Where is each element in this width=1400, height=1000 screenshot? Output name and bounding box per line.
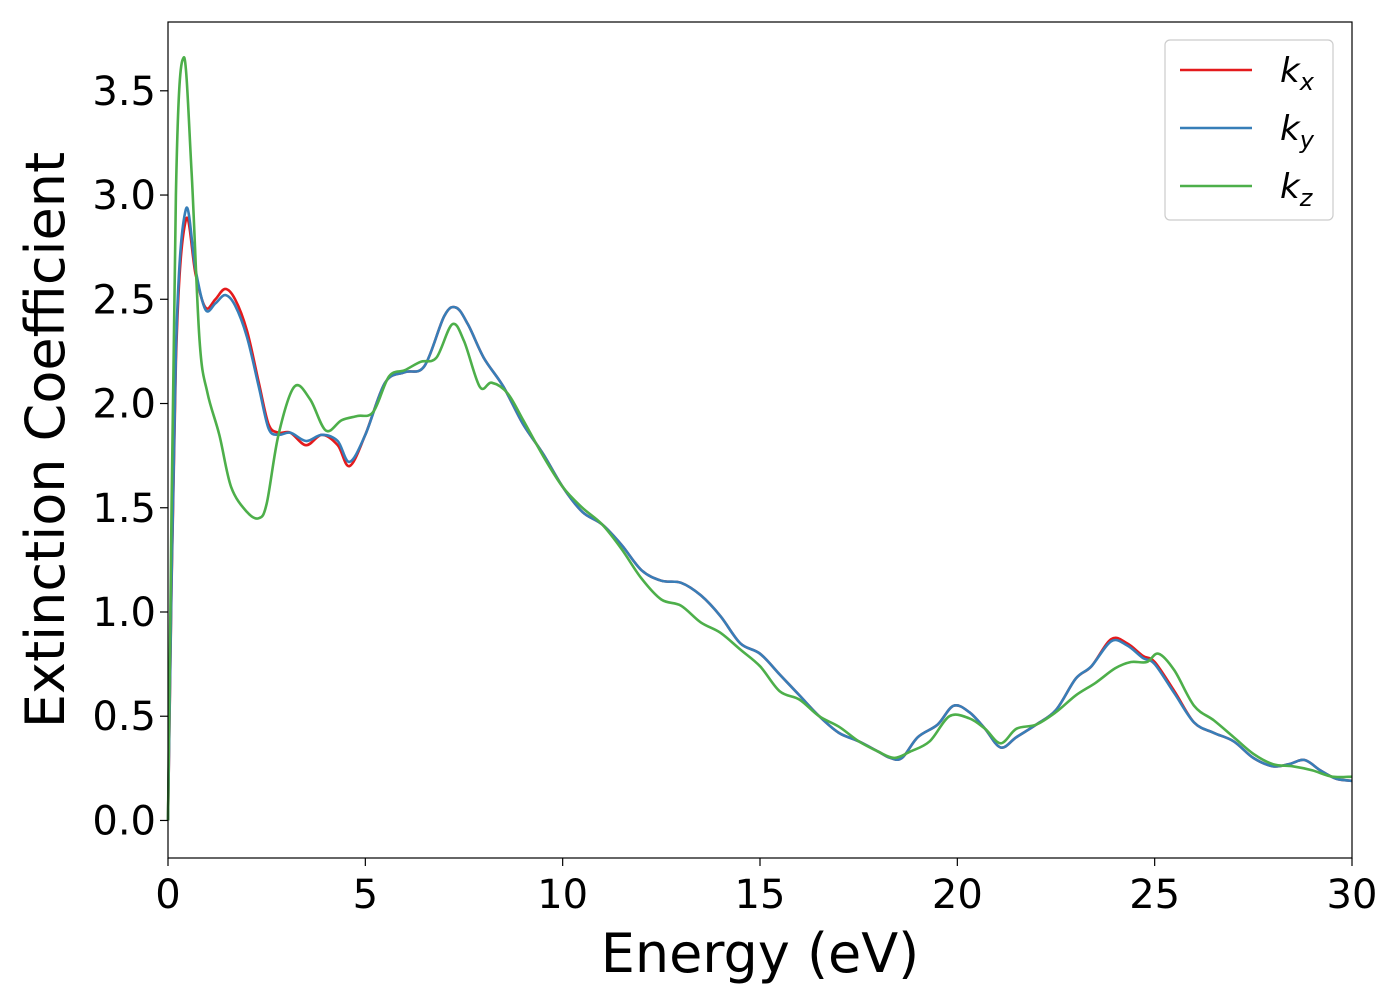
legend-box: [1164, 39, 1334, 221]
x-tick-label: 20: [932, 872, 983, 918]
x-axis-label: Energy (eV): [601, 922, 920, 985]
series-line-kz: [166, 56, 1353, 821]
x-tick-label: 25: [1129, 872, 1180, 918]
y-tick-label: 2.0: [92, 382, 156, 428]
x-tick-label: 5: [353, 872, 378, 918]
x-axis: 0 5 10 15 20 25 30: [155, 858, 1377, 918]
plot-curves: [166, 56, 1353, 821]
y-tick-label: 1.5: [92, 486, 156, 532]
y-tick-label: 2.5: [92, 277, 156, 323]
x-tick-label: 30: [1327, 872, 1378, 918]
y-axis-label: Extinction Coefficient: [14, 152, 77, 728]
y-axis: 0.0 0.5 1.0 1.5 2.0 2.5 3.0 3.5: [92, 69, 168, 844]
y-tick-label: 3.5: [92, 69, 156, 115]
x-tick-label: 15: [735, 872, 786, 918]
y-tick-label: 3.0: [92, 173, 156, 219]
y-tick-label: 0.0: [92, 798, 156, 844]
y-tick-label: 0.5: [92, 694, 156, 740]
series-line-kx: [166, 216, 1353, 821]
x-tick-label: 0: [155, 872, 180, 918]
series-line-ky: [166, 206, 1353, 821]
y-tick-label: 1.0: [92, 590, 156, 636]
x-tick-label: 10: [537, 872, 588, 918]
